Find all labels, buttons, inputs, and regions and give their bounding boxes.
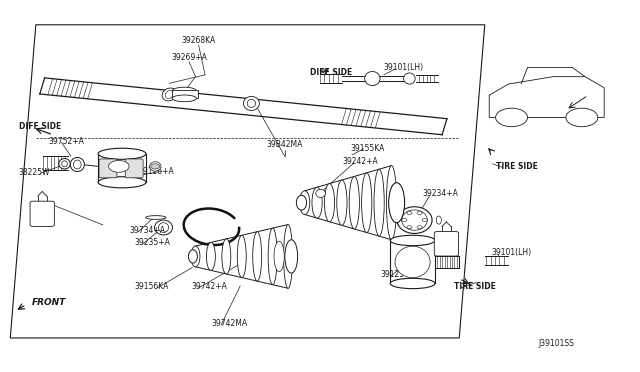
Ellipse shape [243,96,259,110]
FancyBboxPatch shape [99,159,117,178]
Ellipse shape [188,250,197,263]
Ellipse shape [324,184,335,222]
Ellipse shape [146,216,166,219]
Text: J39101SS: J39101SS [538,339,574,348]
Text: DIFF SIDE: DIFF SIDE [19,122,61,131]
Ellipse shape [365,71,380,86]
Ellipse shape [207,243,216,270]
Ellipse shape [404,73,415,84]
Ellipse shape [98,177,146,188]
Ellipse shape [388,183,404,223]
Ellipse shape [253,232,262,281]
Text: 39235+A: 39235+A [135,238,171,247]
Ellipse shape [390,235,435,246]
Circle shape [402,219,407,222]
Text: 39742MA: 39742MA [211,318,248,328]
Ellipse shape [98,148,146,159]
Circle shape [407,226,412,229]
Ellipse shape [337,180,347,225]
Text: 39242+A: 39242+A [342,157,378,166]
Circle shape [407,212,412,215]
Ellipse shape [237,235,246,278]
FancyBboxPatch shape [30,201,54,227]
Text: 39268KA: 39268KA [182,36,216,45]
Text: 39269+A: 39269+A [171,53,207,62]
Text: FRONT: FRONT [31,298,65,307]
Ellipse shape [172,87,196,94]
Text: 38225W: 38225W [19,168,50,177]
Ellipse shape [70,157,84,171]
Ellipse shape [191,246,200,267]
Text: 39B42MA: 39B42MA [267,140,303,149]
Ellipse shape [268,228,277,285]
Ellipse shape [436,216,442,224]
Ellipse shape [362,173,372,232]
Ellipse shape [222,239,231,274]
Text: 39234+A: 39234+A [422,189,458,198]
Ellipse shape [300,191,310,215]
Circle shape [566,108,598,127]
Circle shape [417,212,422,215]
Text: 39752+A: 39752+A [49,137,84,146]
Circle shape [151,164,160,169]
Ellipse shape [150,162,161,171]
Ellipse shape [59,158,70,169]
Text: DIFF SIDE: DIFF SIDE [310,68,353,77]
Ellipse shape [155,220,173,235]
Text: TIRE SIDE: TIRE SIDE [495,162,538,171]
Text: 39126+A: 39126+A [138,167,173,176]
Ellipse shape [172,95,196,102]
Ellipse shape [397,207,432,234]
Circle shape [417,226,422,229]
Ellipse shape [274,241,284,272]
Ellipse shape [74,160,81,169]
Circle shape [109,160,129,172]
Text: 39125+A: 39125+A [380,270,416,279]
Ellipse shape [285,240,298,273]
Ellipse shape [61,161,67,167]
Ellipse shape [296,195,307,210]
Text: 39101(LH): 39101(LH) [384,63,424,72]
FancyBboxPatch shape [172,90,198,98]
Ellipse shape [284,225,292,288]
Text: TIRE SIDE: TIRE SIDE [454,282,496,291]
Ellipse shape [374,169,384,236]
Ellipse shape [165,90,173,99]
Text: 39742+A: 39742+A [191,282,227,291]
Ellipse shape [395,246,430,278]
Text: 39156KA: 39156KA [135,282,169,291]
FancyBboxPatch shape [435,232,459,256]
Ellipse shape [162,88,177,101]
Text: 39734+A: 39734+A [130,226,166,235]
Ellipse shape [402,210,428,230]
Ellipse shape [349,176,360,229]
Ellipse shape [159,223,169,232]
Ellipse shape [312,187,322,218]
Circle shape [422,219,428,222]
Text: 39101(LH): 39101(LH) [491,248,531,257]
Ellipse shape [247,99,255,108]
Circle shape [495,108,527,127]
FancyBboxPatch shape [125,159,143,178]
Ellipse shape [390,278,435,289]
Ellipse shape [387,166,397,240]
Ellipse shape [316,189,325,198]
Text: 39155KA: 39155KA [351,144,385,153]
